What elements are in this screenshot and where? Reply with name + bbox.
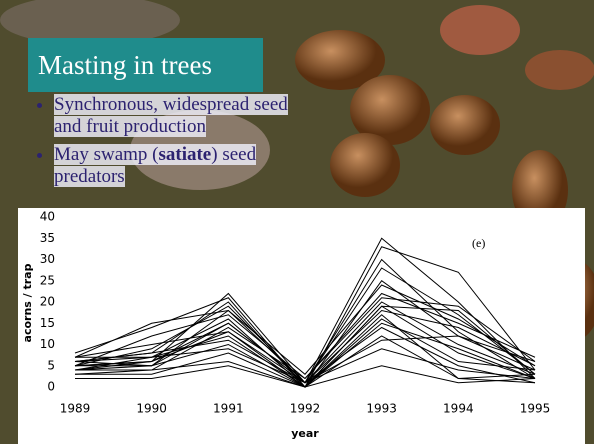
chart: (e) year acorns / trap 0 5 10 15 20 25 30 35 40 1… xyxy=(18,208,585,444)
y-tick-label: 40 xyxy=(40,210,55,224)
x-tick-label: 1989 xyxy=(60,402,91,416)
slide: Masting in trees Synchronous, widespread… xyxy=(0,0,594,444)
x-axis-label: year xyxy=(291,427,319,440)
y-tick-label: 20 xyxy=(40,295,55,309)
x-tick-label: 1991 xyxy=(213,402,244,416)
bullet-text: May swamp ( xyxy=(54,144,158,165)
y-tick-label: 35 xyxy=(40,231,55,245)
annotation: (e) xyxy=(472,236,485,250)
y-tick-label: 5 xyxy=(47,358,55,372)
y-tick-label: 0 xyxy=(47,380,55,394)
y-tick-label: 10 xyxy=(40,337,55,351)
bullet-list: Synchronous, widespread seed and fruit p… xyxy=(18,94,298,194)
x-tick-label: 1994 xyxy=(443,402,474,416)
bullet: Synchronous, widespread seed and fruit p… xyxy=(54,94,298,138)
y-tick-label: 15 xyxy=(40,316,55,330)
bullet: May swamp (satiate) seed predators xyxy=(54,144,298,188)
y-axis-label: acorns / trap xyxy=(21,263,34,342)
bullet-bold-text: satiate xyxy=(158,144,211,165)
bullet-text: Synchronous, widespread seed and fruit p… xyxy=(54,94,288,137)
slide-title: Masting in trees xyxy=(28,38,263,92)
y-tick-label: 25 xyxy=(40,273,55,287)
x-tick-label: 1992 xyxy=(290,402,321,416)
x-tick-label: 1990 xyxy=(136,402,167,416)
x-tick-label: 1993 xyxy=(366,402,397,416)
y-tick-label: 30 xyxy=(40,252,55,266)
x-tick-label: 1995 xyxy=(520,402,551,416)
